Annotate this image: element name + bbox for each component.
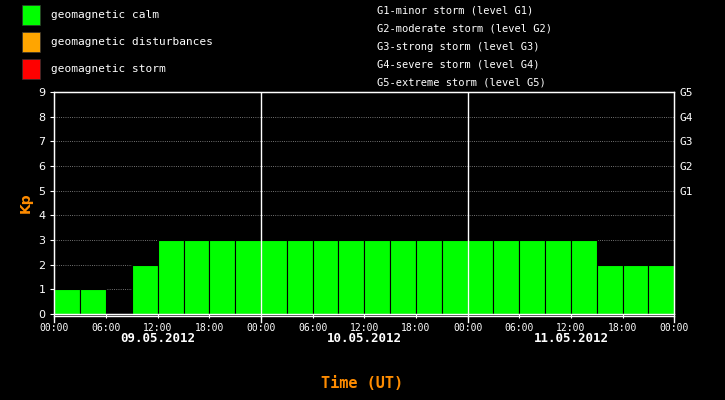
Bar bbox=[623, 265, 648, 314]
Bar bbox=[494, 240, 519, 314]
Bar bbox=[22, 32, 40, 52]
Text: 09.05.2012: 09.05.2012 bbox=[120, 332, 195, 344]
Bar bbox=[22, 59, 40, 79]
Bar bbox=[545, 240, 571, 314]
Bar bbox=[339, 240, 364, 314]
Bar bbox=[157, 240, 183, 314]
Bar bbox=[416, 240, 442, 314]
Bar bbox=[210, 240, 235, 314]
Bar bbox=[80, 289, 106, 314]
Text: G4-severe storm (level G4): G4-severe storm (level G4) bbox=[377, 60, 539, 70]
Text: G3-strong storm (level G3): G3-strong storm (level G3) bbox=[377, 42, 539, 52]
Bar bbox=[54, 289, 80, 314]
Bar bbox=[364, 240, 390, 314]
Bar bbox=[468, 240, 494, 314]
Text: G2-moderate storm (level G2): G2-moderate storm (level G2) bbox=[377, 24, 552, 34]
Bar bbox=[287, 240, 312, 314]
Bar bbox=[648, 265, 674, 314]
Text: 11.05.2012: 11.05.2012 bbox=[534, 332, 608, 344]
Bar bbox=[22, 5, 40, 25]
Bar bbox=[571, 240, 597, 314]
Text: Time (UT): Time (UT) bbox=[321, 376, 404, 392]
Bar bbox=[261, 240, 287, 314]
Bar bbox=[312, 240, 339, 314]
Y-axis label: Kp: Kp bbox=[19, 193, 33, 213]
Text: 10.05.2012: 10.05.2012 bbox=[327, 332, 402, 344]
Bar bbox=[442, 240, 468, 314]
Bar bbox=[597, 265, 623, 314]
Text: geomagnetic storm: geomagnetic storm bbox=[51, 64, 165, 74]
Bar bbox=[390, 240, 416, 314]
Text: G1-minor storm (level G1): G1-minor storm (level G1) bbox=[377, 6, 534, 16]
Text: G5-extreme storm (level G5): G5-extreme storm (level G5) bbox=[377, 78, 546, 88]
Text: geomagnetic disturbances: geomagnetic disturbances bbox=[51, 37, 212, 47]
Bar bbox=[519, 240, 545, 314]
Text: geomagnetic calm: geomagnetic calm bbox=[51, 10, 159, 20]
Bar bbox=[183, 240, 210, 314]
Bar bbox=[132, 265, 157, 314]
Bar bbox=[235, 240, 261, 314]
